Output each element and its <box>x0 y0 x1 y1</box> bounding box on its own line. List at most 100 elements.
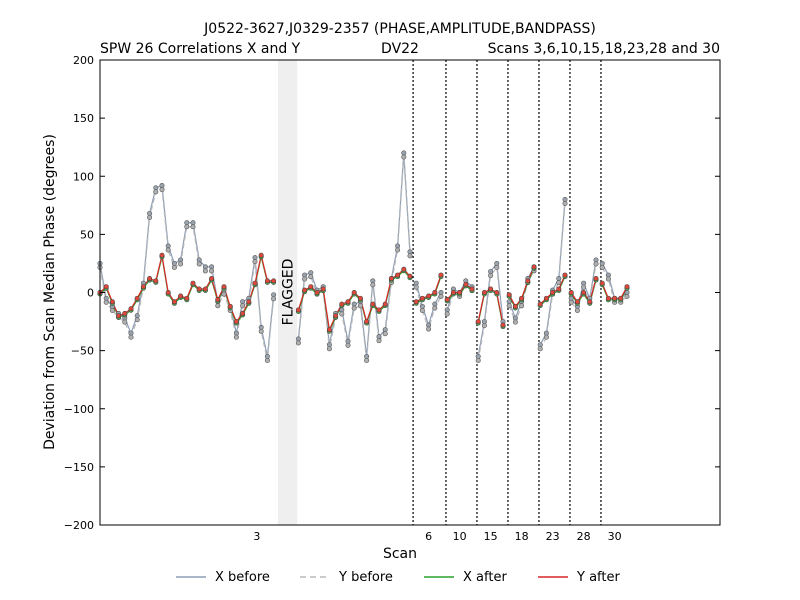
y-before-point <box>326 346 332 352</box>
y-before-point <box>519 303 525 309</box>
x-tick-label: 15 <box>484 530 498 543</box>
y-after-point <box>240 310 246 316</box>
y-after-point <box>302 287 308 293</box>
y-before-point <box>506 303 512 309</box>
y-after-point <box>178 293 184 299</box>
x-axis-label: Scan <box>383 546 417 562</box>
y-after-point <box>116 313 122 319</box>
y-before-point <box>562 201 568 207</box>
y-before-point <box>444 311 450 317</box>
legend-label: X before <box>215 570 270 585</box>
y-after-point <box>196 286 202 292</box>
x-tick-label: 18 <box>515 530 529 543</box>
y-before-point <box>407 253 413 259</box>
y-before-point <box>103 299 109 305</box>
x-before-line <box>539 199 566 346</box>
y-after-point <box>438 272 444 278</box>
x-tick-label: 30 <box>608 530 622 543</box>
y-after-point <box>525 278 531 284</box>
y-after-point <box>314 289 320 295</box>
y-before-point <box>252 259 258 265</box>
y-before-point <box>426 326 432 332</box>
x-tick-label: 6 <box>425 530 432 543</box>
flagged-label: FLAGGED <box>281 259 297 326</box>
y-after-point <box>215 296 221 302</box>
y-after-point <box>103 284 109 290</box>
y-tick-label: −100 <box>64 403 94 416</box>
y-before-point <box>357 303 363 309</box>
y-after-point <box>450 289 456 295</box>
y-before-point <box>364 357 370 363</box>
legend: X before Y before X after Y after <box>176 570 620 585</box>
y-after-point <box>419 295 425 301</box>
y-before-point <box>147 214 153 220</box>
y-after-point <box>252 280 258 286</box>
y-after-point <box>159 252 165 258</box>
y-before-point <box>295 340 301 346</box>
legend-label: Y before <box>338 570 393 585</box>
flagged-region-layer: FLAGGED <box>277 60 298 525</box>
y-before-point <box>196 261 202 267</box>
y-after-point <box>209 276 215 282</box>
y-before-point <box>605 276 611 282</box>
y-before-point <box>438 293 444 299</box>
y-tick-label: 200 <box>73 54 94 67</box>
y-after-point <box>128 306 134 312</box>
x-tick-label: 10 <box>453 530 467 543</box>
y-before-point <box>258 328 264 334</box>
x-tick-label: 3 <box>253 530 260 543</box>
y-after-point <box>581 289 587 295</box>
y-after-point <box>190 280 196 286</box>
y-before-point <box>624 293 630 299</box>
y-after-point <box>153 278 159 284</box>
y-before-point <box>432 305 438 311</box>
y-after-point <box>599 280 605 286</box>
y-after-point <box>488 286 494 292</box>
y-before-point <box>209 268 215 274</box>
y-before-point <box>488 273 494 279</box>
y-after-point <box>140 284 146 290</box>
y-before-point <box>401 154 407 160</box>
y-after-point <box>184 295 190 301</box>
x-tick-label: 28 <box>577 530 591 543</box>
y-before-line <box>477 265 504 361</box>
y-before-point <box>599 264 605 270</box>
y-tick-label: 150 <box>73 112 94 125</box>
y-after-point <box>407 273 413 279</box>
chart-subtitle-left: SPW 26 Correlations X and Y <box>100 41 301 57</box>
y-before-point <box>178 261 184 267</box>
y-before-point <box>543 334 549 340</box>
y-before-line <box>99 188 275 361</box>
y-after-point <box>165 289 171 295</box>
y-before-point <box>215 303 221 309</box>
y-axis: −200 −150 −100 −50 0 50 100 150 200 <box>64 54 720 532</box>
y-after-point <box>227 303 233 309</box>
y-after-point <box>537 301 543 307</box>
y-before-point <box>537 346 543 352</box>
y-before-point <box>221 291 227 297</box>
y-before-point <box>264 357 270 363</box>
y-after-point <box>481 289 487 295</box>
y-before-point <box>302 276 308 282</box>
y-before-point <box>109 307 115 313</box>
y-before-point <box>165 247 171 253</box>
y-after-point <box>147 276 153 282</box>
y-before-point <box>159 187 165 193</box>
y-after-point <box>475 319 481 325</box>
y-after-point <box>444 296 450 302</box>
y-after-point <box>376 307 382 313</box>
y-after-point <box>308 284 314 290</box>
y-after-point <box>562 272 568 278</box>
y-after-point <box>345 299 351 305</box>
y-after-point <box>395 272 401 278</box>
y-after-point <box>388 276 394 282</box>
y-before-point <box>308 274 314 280</box>
y-before-line <box>539 203 566 350</box>
y-after-point <box>519 295 525 301</box>
y-before-point <box>240 303 246 309</box>
y-after-point <box>370 301 376 307</box>
y-before-point <box>494 264 500 270</box>
y-before-point <box>190 224 196 230</box>
y-after-point <box>271 278 277 284</box>
legend-label: X after <box>463 570 507 585</box>
